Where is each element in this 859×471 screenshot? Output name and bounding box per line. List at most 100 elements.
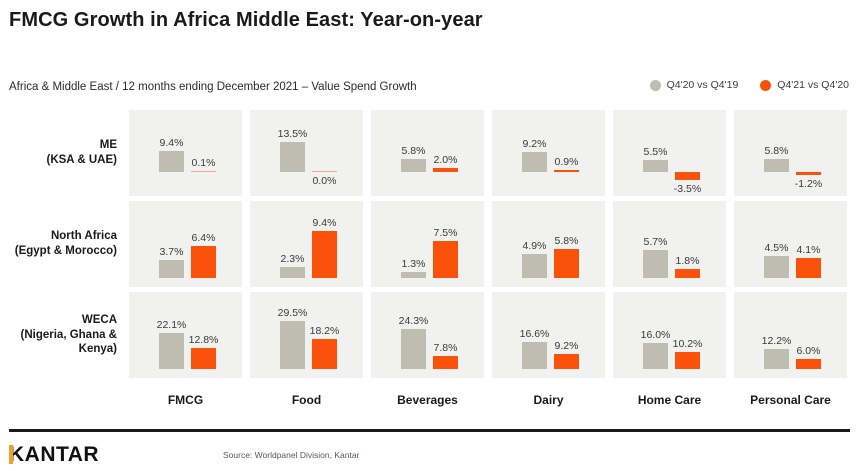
bar-value-label: 9.2% — [554, 340, 579, 353]
bar-value-label: 5.5% — [643, 145, 668, 158]
chart-cell: 22.1% 12.8% — [129, 292, 242, 378]
chart-cell: 4.5% 4.1% — [734, 201, 847, 287]
bar-q421-vs-q420 — [191, 170, 216, 172]
bar-value-label: 5.8% — [554, 235, 579, 247]
bar-value-label: 4.5% — [764, 241, 789, 254]
bar-q420-vs-q419 — [643, 249, 668, 278]
legend-label: Q4'20 vs Q4'19 — [666, 79, 739, 91]
chart-cell: 5.8% -1.2% — [734, 110, 847, 196]
bar-value-label: 0.0% — [312, 175, 337, 187]
chart-cell: 5.8% 2.0% — [371, 110, 484, 196]
bar-value-label: 24.3% — [398, 315, 429, 328]
bar-value-label: 2.0% — [433, 153, 458, 166]
bar-q421-vs-q420 — [675, 172, 700, 180]
bar-value-label: 18.2% — [309, 325, 340, 338]
chart-cell: 5.7% 1.8% — [613, 201, 726, 287]
chart-cell: 13.5% 0.0% — [250, 110, 363, 196]
legend-dot-gray-icon — [649, 79, 661, 91]
bar-q420-vs-q419 — [401, 159, 426, 172]
chart-cell: 3.7% 6.4% — [129, 201, 242, 287]
bar-q421-vs-q420 — [191, 246, 216, 278]
bar-value-label: 6.0% — [796, 345, 821, 358]
bar-value-label: 7.8% — [433, 342, 458, 355]
bar-value-label: 4.1% — [796, 243, 821, 256]
bar-q420-vs-q419 — [643, 159, 668, 172]
column-label: Dairy — [533, 393, 564, 407]
column-label: Home Care — [637, 393, 702, 407]
bar-value-label: -1.2% — [794, 177, 823, 190]
legend-dot-orange-icon — [760, 79, 772, 91]
bar-value-label: 16.6% — [519, 327, 550, 340]
bar-q421-vs-q420 — [554, 249, 579, 278]
bar-value-label: 4.9% — [522, 239, 547, 252]
chart-subtitle: Africa & Middle East / 12 months ending … — [9, 81, 417, 93]
bar-q420-vs-q419 — [764, 255, 789, 278]
bar-q420-vs-q419 — [401, 271, 426, 278]
bar-q421-vs-q420 — [433, 167, 458, 172]
bar-value-label: 1.8% — [675, 255, 700, 267]
bar-value-label: 3.7% — [159, 245, 184, 258]
chart-cell: 16.0% 10.2% — [613, 292, 726, 378]
chart-cell: 5.5% -3.5% — [613, 110, 726, 196]
bar-q421-vs-q420 — [796, 172, 821, 175]
bar-value-label: 1.3% — [401, 257, 426, 270]
legend: Q4'20 vs Q4'19 Q4'21 vs Q4'20 — [649, 79, 849, 91]
chart-cell: 1.3% 7.5% — [371, 201, 484, 287]
bar-q421-vs-q420 — [675, 269, 700, 278]
chart-cell: 2.3% 9.4% — [250, 201, 363, 287]
kantar-logo-gold-bar-icon — [9, 445, 13, 464]
bar-q420-vs-q419 — [764, 159, 789, 172]
bar-q420-vs-q419 — [643, 342, 668, 369]
footer-divider — [9, 429, 850, 432]
bar-value-label: 0.9% — [554, 156, 579, 168]
source-note: Source: Worldpanel Division, Kantar — [223, 450, 360, 460]
bar-value-label: 10.2% — [672, 338, 703, 351]
bar-q421-vs-q420 — [796, 257, 821, 278]
bar-value-label: 5.8% — [764, 145, 789, 158]
row-label: ME (KSA & UAE) — [46, 139, 118, 166]
chart-cell: 24.3% 7.8% — [371, 292, 484, 378]
bar-q421-vs-q420 — [433, 240, 458, 278]
bar-q420-vs-q419 — [401, 329, 426, 369]
column-label: Beverages — [397, 393, 458, 407]
bar-q421-vs-q420 — [554, 170, 579, 172]
bar-value-label: 12.8% — [188, 334, 219, 347]
bar-q420-vs-q419 — [159, 259, 184, 278]
bar-q421-vs-q420 — [433, 356, 458, 369]
bar-value-label: 0.1% — [191, 156, 216, 169]
axis-corner-spacer — [9, 383, 121, 411]
bar-value-label: 29.5% — [277, 306, 308, 319]
bar-q421-vs-q420 — [675, 352, 700, 369]
column-label: FMCG — [167, 393, 204, 407]
bar-q420-vs-q419 — [522, 151, 547, 172]
bar-value-label: -3.5% — [673, 182, 702, 195]
bar-q421-vs-q420 — [312, 231, 337, 278]
chart-cell: 9.4% 0.1% — [129, 110, 242, 196]
bar-value-label: 5.8% — [401, 145, 426, 158]
chart-cell: 12.2% 6.0% — [734, 292, 847, 378]
bar-q421-vs-q420 — [796, 359, 821, 369]
bar-q420-vs-q419 — [764, 349, 789, 369]
bar-q420-vs-q419 — [522, 253, 547, 278]
chart-cell: 9.2% 0.9% — [492, 110, 605, 196]
bar-q420-vs-q419 — [522, 341, 547, 369]
bar-value-label: 16.0% — [640, 328, 671, 341]
bar-value-label: 9.4% — [159, 137, 184, 150]
bar-q421-vs-q420 — [191, 348, 216, 369]
chart-cell: 16.6% 9.2% — [492, 292, 605, 378]
legend-label: Q4'21 vs Q4'20 — [777, 79, 849, 91]
bar-q420-vs-q419 — [280, 142, 305, 172]
chart-cell: 4.9% 5.8% — [492, 201, 605, 287]
row-label: North Africa (Egypt & Morocco) — [14, 230, 117, 257]
bar-value-label: 9.2% — [522, 137, 547, 150]
legend-item-q420-vs-q419: Q4'20 vs Q4'19 — [649, 79, 739, 91]
page-title: FMCG Growth in Africa Middle East: Year-… — [9, 9, 483, 31]
bar-q421-vs-q420 — [312, 339, 337, 369]
bar-q420-vs-q419 — [280, 266, 305, 278]
column-label: Food — [291, 393, 322, 407]
row-label: WECA (Nigeria, Ghana & Kenya) — [20, 313, 118, 356]
bar-q420-vs-q419 — [159, 151, 184, 172]
bar-value-label: 2.3% — [280, 252, 305, 265]
chart-cell: 29.5% 18.2% — [250, 292, 363, 378]
